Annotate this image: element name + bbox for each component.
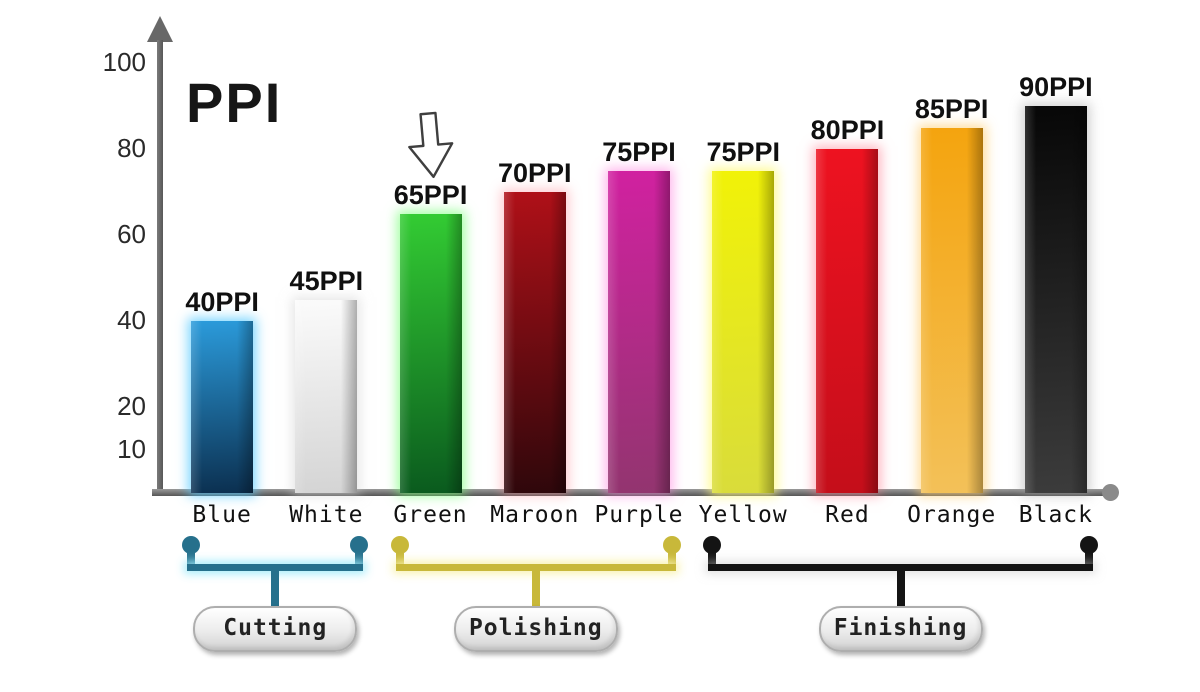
bar-value-label: 80PPI — [810, 115, 885, 145]
x-axis-category-label: Orange — [907, 502, 997, 528]
y-axis-tick-label: 10 — [117, 434, 146, 464]
x-axis-category-label: White — [289, 502, 364, 528]
x-axis-category-label: Blue — [192, 502, 252, 528]
y-axis-tick-label: 100 — [102, 47, 146, 77]
bracket-endpoint-dot-icon — [350, 536, 369, 554]
x-axis-end-dot-icon — [1102, 484, 1119, 501]
bar-yellow — [712, 170, 775, 493]
bar-red — [816, 149, 879, 493]
bar-green — [399, 213, 462, 493]
bracket-stub — [1084, 545, 1093, 570]
bracket-stem — [896, 569, 905, 607]
y-axis-tick-label: 40 — [117, 305, 146, 335]
group-pill-finishing: Finishing — [818, 606, 983, 652]
x-axis-category-label: Purple — [594, 502, 684, 528]
bracket-stem — [531, 569, 540, 607]
x-axis-category-label: Yellow — [698, 502, 788, 528]
bracket-endpoint-dot-icon — [703, 536, 722, 554]
bar-black — [1024, 106, 1087, 493]
bracket-line — [395, 564, 676, 571]
bar-orange — [920, 127, 983, 493]
y-axis-line — [157, 40, 163, 496]
x-axis-category-label: Black — [1018, 502, 1093, 528]
bracket-stem — [271, 569, 280, 607]
bracket-stub — [355, 545, 364, 570]
bar-purple — [608, 170, 670, 493]
x-axis-category-label: Red — [825, 502, 870, 528]
bar-value-label: 65PPI — [393, 179, 468, 210]
bracket-line — [187, 564, 364, 571]
bracket-endpoint-dot-icon — [663, 536, 681, 554]
bar-value-label: 75PPI — [706, 136, 780, 167]
bar-value-label: 85PPI — [914, 93, 989, 124]
bracket-line — [708, 564, 1093, 571]
y-axis-tick-label: 60 — [117, 219, 146, 249]
bracket-stub — [708, 545, 717, 570]
down-arrow-icon — [407, 111, 453, 178]
bracket-stub — [668, 545, 676, 570]
bracket-endpoint-dot-icon — [182, 536, 201, 554]
bar-value-label: 70PPI — [497, 158, 572, 188]
bar-maroon — [503, 192, 566, 493]
bar-blue — [191, 321, 254, 493]
bar-value-label: 75PPI — [602, 136, 676, 167]
bracket-stub — [395, 545, 404, 570]
chart-title: PPI — [186, 71, 283, 134]
group-pill-polishing: Polishing — [453, 606, 618, 652]
bar-value-label: 90PPI — [1019, 72, 1093, 102]
x-axis-category-label: Maroon — [490, 502, 580, 528]
y-axis-tick-label: 80 — [117, 133, 146, 163]
y-axis-arrow-icon — [147, 16, 173, 42]
bracket-endpoint-dot-icon — [390, 536, 409, 554]
y-axis-tick-label: 20 — [117, 391, 146, 421]
group-pill-cutting: Cutting — [193, 606, 358, 652]
bar-value-label: 45PPI — [289, 265, 364, 296]
bar-value-label: 40PPI — [185, 287, 259, 317]
bar-white — [295, 299, 358, 493]
x-axis-category-label: Green — [393, 502, 468, 528]
bracket-stub — [187, 545, 196, 570]
bracket-endpoint-dot-icon — [1079, 536, 1098, 554]
